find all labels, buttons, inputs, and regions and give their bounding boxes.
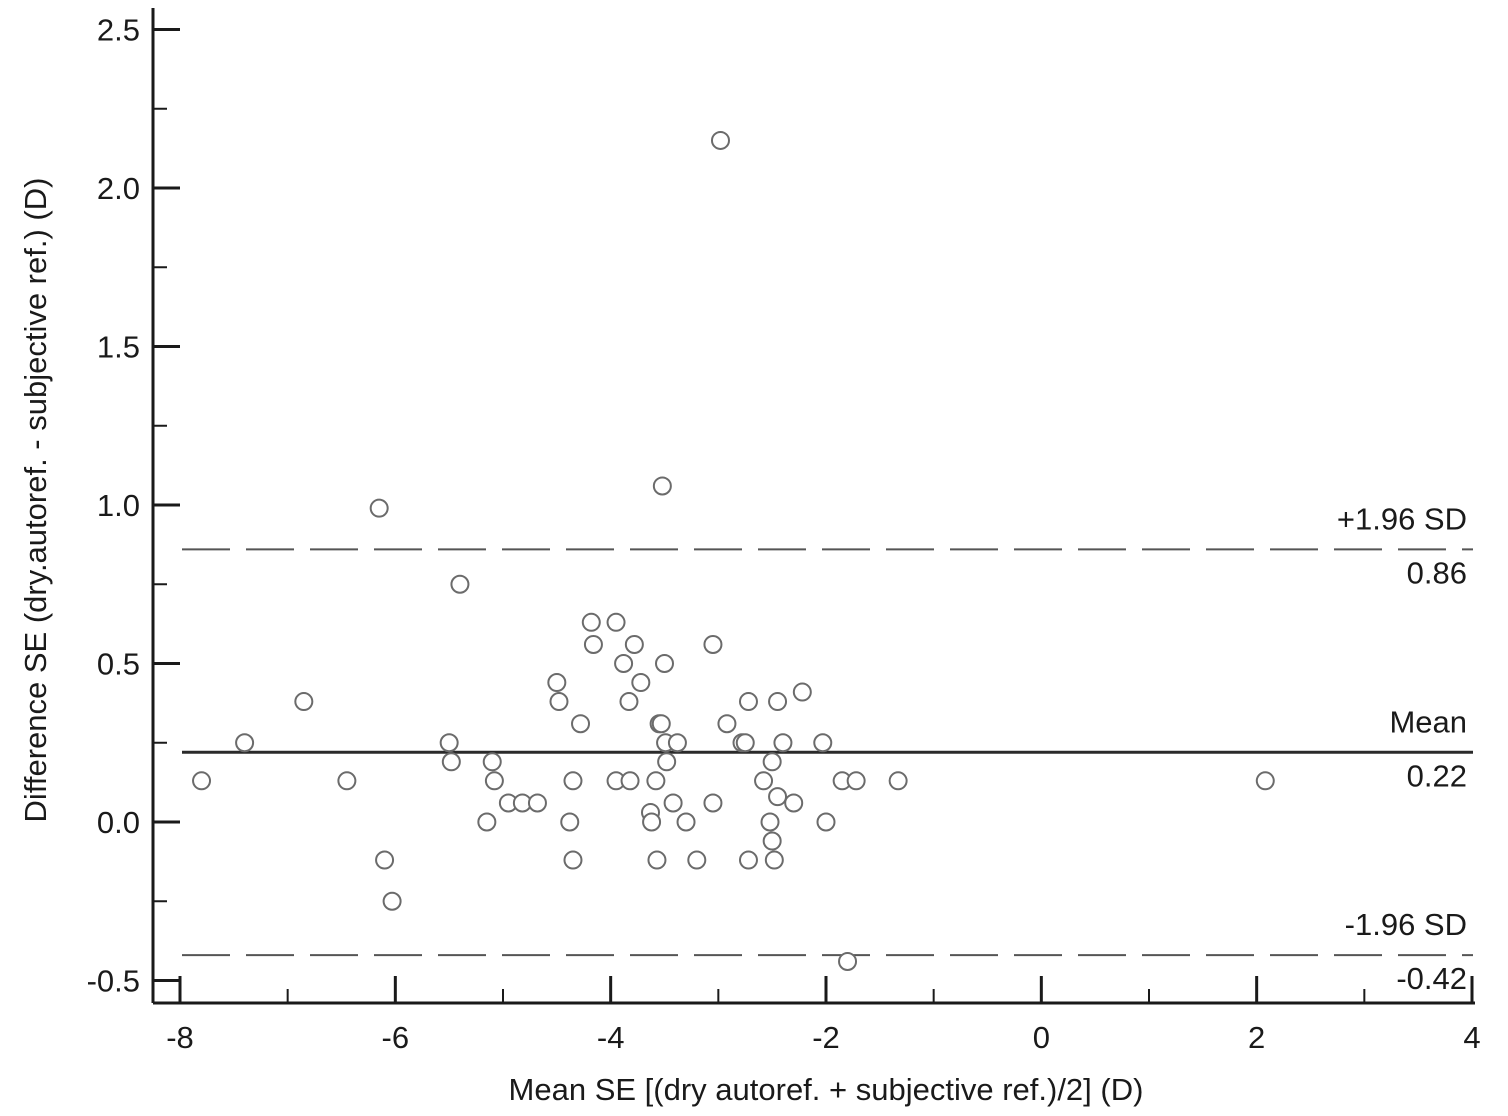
data-point [560, 812, 580, 832]
data-point [441, 752, 461, 772]
data-point [687, 850, 707, 870]
data-point [754, 771, 774, 791]
data-point [549, 692, 569, 712]
data-point [784, 793, 804, 813]
data-point [667, 733, 687, 753]
data-point [703, 793, 723, 813]
data-point [773, 733, 793, 753]
data-point [651, 714, 671, 734]
reference-line-label: -1.96 SD [1345, 907, 1467, 942]
data-points [192, 130, 1275, 971]
x-axis-title: Mean SE [(dry autoref. + subjective ref.… [509, 1072, 1144, 1107]
x-tick-label: -8 [166, 1020, 194, 1055]
data-point [663, 793, 683, 813]
data-point [192, 771, 212, 791]
data-point [583, 634, 603, 654]
data-point [735, 733, 755, 753]
x-tick-label: -6 [382, 1020, 410, 1055]
data-point [792, 682, 812, 702]
data-point [816, 812, 836, 832]
data-point [631, 673, 651, 693]
data-point [676, 812, 696, 832]
x-tick-label: 2 [1248, 1020, 1265, 1055]
data-point [647, 850, 667, 870]
data-point [450, 574, 470, 594]
data-point [1255, 771, 1275, 791]
data-point [642, 812, 662, 832]
data-point [762, 752, 782, 772]
data-point [571, 714, 591, 734]
data-point [813, 733, 833, 753]
x-tick-label: 0 [1033, 1020, 1050, 1055]
data-point [838, 951, 858, 971]
data-point [527, 793, 547, 813]
data-point [655, 654, 674, 673]
data-point [652, 476, 672, 496]
axes [151, 8, 1475, 1005]
data-point [477, 812, 497, 832]
data-point [768, 787, 788, 807]
reference-labels: +1.96 SD 0.86 Mean 0.22 -1.96 SD -0.42 [1337, 501, 1467, 996]
y-tick-label: 0.5 [97, 647, 140, 682]
data-point [337, 771, 357, 791]
x-tick-label: -4 [597, 1020, 625, 1055]
y-tick-label: 1.0 [97, 488, 140, 523]
data-point [563, 850, 583, 870]
reference-lines [182, 548, 1473, 957]
y-ticks: -0.5 0.0 0.5 1.0 1.5 2.0 2.5 [87, 13, 180, 999]
data-point [646, 771, 666, 791]
data-point [738, 692, 758, 712]
data-point [482, 752, 502, 772]
y-tick-label: -0.5 [87, 964, 140, 999]
data-point [764, 850, 784, 870]
data-point [235, 733, 255, 753]
data-point [738, 850, 758, 870]
data-point [888, 771, 908, 791]
data-point [619, 692, 639, 712]
data-point [710, 130, 730, 150]
data-point [846, 771, 866, 791]
data-point [614, 654, 634, 673]
data-point [294, 692, 314, 712]
reference-line-label: +1.96 SD [1337, 501, 1467, 536]
data-point [762, 831, 782, 851]
reference-line-label: Mean [1389, 704, 1467, 739]
data-point [581, 612, 601, 632]
data-point [703, 634, 723, 654]
y-tick-label: 0.0 [97, 805, 140, 840]
reference-line-value: 0.22 [1407, 758, 1467, 793]
data-point [717, 714, 737, 734]
y-tick-label: 2.5 [97, 13, 140, 48]
data-point [657, 752, 677, 772]
data-point [484, 771, 504, 791]
data-point [547, 673, 567, 693]
x-ticks: -8 -6 -4 -2 0 2 4 [166, 976, 1481, 1055]
y-tick-label: 2.0 [97, 171, 140, 206]
reference-line-value: -0.42 [1396, 961, 1467, 996]
data-point [375, 850, 395, 870]
data-point [369, 498, 389, 518]
data-point [606, 612, 626, 632]
data-point [760, 812, 780, 832]
x-tick-label: -2 [812, 1020, 840, 1055]
y-axis-title: Difference SE (dry.autoref. - subjective… [18, 178, 53, 823]
x-tick-label: 4 [1463, 1020, 1480, 1055]
data-point [768, 692, 788, 712]
reference-line-value: 0.86 [1407, 555, 1467, 590]
data-point [563, 771, 583, 791]
y-tick-label: 1.5 [97, 330, 140, 365]
data-point [382, 891, 402, 911]
data-point [624, 634, 644, 654]
data-point [620, 771, 640, 791]
data-point [439, 733, 459, 753]
